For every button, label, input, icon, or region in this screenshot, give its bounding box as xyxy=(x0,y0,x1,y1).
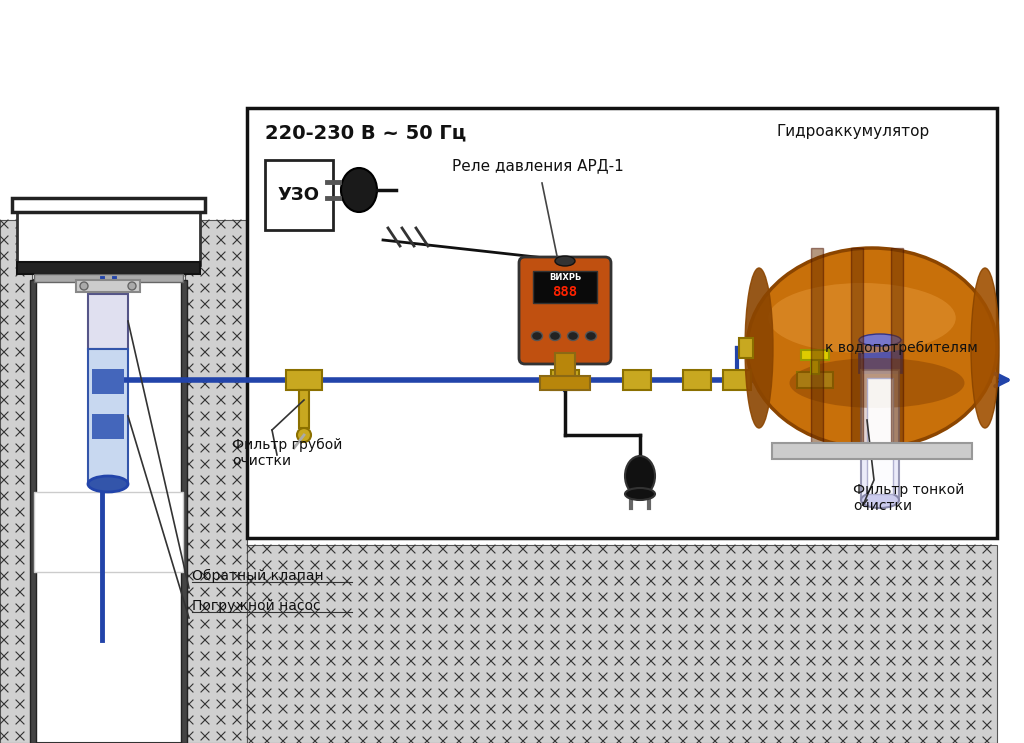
Bar xyxy=(811,358,819,374)
Ellipse shape xyxy=(971,268,999,428)
Bar xyxy=(88,349,128,484)
Text: Обратный клапан: Обратный клапан xyxy=(193,569,324,583)
Bar xyxy=(555,353,575,381)
Ellipse shape xyxy=(746,248,997,448)
Ellipse shape xyxy=(859,334,901,346)
Ellipse shape xyxy=(531,331,543,340)
Bar xyxy=(34,492,183,572)
Ellipse shape xyxy=(625,456,655,496)
Bar xyxy=(534,271,597,303)
Bar xyxy=(861,370,899,500)
Text: Погружной насос: Погружной насос xyxy=(193,599,321,613)
Text: Фильтр тонкой
очистки: Фильтр тонкой очистки xyxy=(853,483,965,513)
Bar xyxy=(12,198,205,212)
Bar xyxy=(811,248,823,448)
Bar xyxy=(88,294,128,349)
Text: к водопотребителям: к водопотребителям xyxy=(825,341,978,355)
Bar xyxy=(242,0,247,538)
Bar xyxy=(683,370,711,390)
Ellipse shape xyxy=(555,256,575,266)
Ellipse shape xyxy=(790,358,965,408)
Bar xyxy=(0,220,32,743)
Bar xyxy=(797,372,833,388)
Ellipse shape xyxy=(768,283,955,353)
Ellipse shape xyxy=(861,492,899,508)
Ellipse shape xyxy=(128,282,136,290)
Text: 220-230 В ~ 50 Гц: 220-230 В ~ 50 Гц xyxy=(265,123,466,142)
Ellipse shape xyxy=(297,428,311,442)
Bar xyxy=(185,220,247,743)
Bar xyxy=(851,248,863,448)
Bar xyxy=(76,280,140,292)
Ellipse shape xyxy=(567,331,579,340)
Ellipse shape xyxy=(88,476,128,492)
Bar xyxy=(181,280,187,743)
Ellipse shape xyxy=(586,331,597,340)
Text: УЗО: УЗО xyxy=(278,186,319,204)
Bar xyxy=(772,443,972,459)
Bar xyxy=(265,160,333,230)
Bar xyxy=(34,274,183,282)
Ellipse shape xyxy=(625,488,655,500)
Ellipse shape xyxy=(341,168,377,212)
FancyBboxPatch shape xyxy=(519,257,611,364)
Bar xyxy=(623,370,651,390)
Ellipse shape xyxy=(80,282,88,290)
Bar xyxy=(17,262,200,274)
Bar xyxy=(299,390,309,428)
Text: Фильтр грубой
очистки: Фильтр грубой очистки xyxy=(232,438,342,468)
Bar xyxy=(551,370,579,390)
Bar xyxy=(739,338,753,358)
Bar xyxy=(540,376,590,390)
Bar xyxy=(92,369,124,394)
Bar xyxy=(34,280,183,743)
Bar xyxy=(17,210,200,265)
Ellipse shape xyxy=(550,331,560,340)
Bar xyxy=(723,370,751,390)
Text: ВИХРЬ: ВИХРЬ xyxy=(549,273,582,282)
Text: Реле давления АРД-1: Реле давления АРД-1 xyxy=(452,158,624,173)
Bar xyxy=(286,370,322,390)
Bar xyxy=(30,280,36,743)
Bar xyxy=(867,378,893,494)
Text: 888: 888 xyxy=(552,285,578,299)
Bar xyxy=(92,414,124,439)
Bar xyxy=(859,340,901,372)
Bar xyxy=(801,350,829,360)
Text: Гидроаккумулятор: Гидроаккумулятор xyxy=(777,124,930,139)
Bar xyxy=(247,108,997,538)
Bar xyxy=(891,248,903,448)
Ellipse shape xyxy=(745,268,773,428)
Bar xyxy=(247,545,997,743)
